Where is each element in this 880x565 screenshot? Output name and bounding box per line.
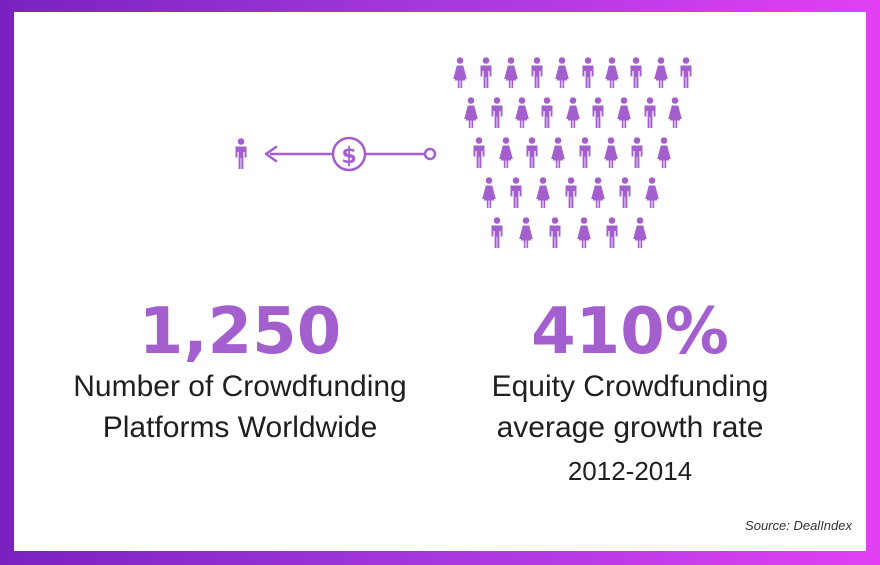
svg-text:$: $ xyxy=(341,144,356,169)
single-person-icon xyxy=(235,138,247,169)
infographic-card xyxy=(14,12,866,551)
growth-label-line3: 2012-2014 xyxy=(567,456,693,486)
platforms-label-line2: Platforms Worldwide xyxy=(102,411,378,444)
platforms-count: 1,250 xyxy=(138,295,342,369)
platforms-label-line1: Number of Crowdfunding xyxy=(73,370,407,403)
source-credit: Source: DealIndex xyxy=(745,518,852,533)
growth-label-line2: average growth rate xyxy=(496,411,764,444)
dollar-coin-icon: $ xyxy=(331,136,367,172)
arrow-left-icon xyxy=(264,145,437,163)
growth-label-line1: Equity Crowdfunding xyxy=(491,370,769,403)
crowd-icon xyxy=(453,57,692,248)
growth-rate: 410% xyxy=(531,295,729,369)
